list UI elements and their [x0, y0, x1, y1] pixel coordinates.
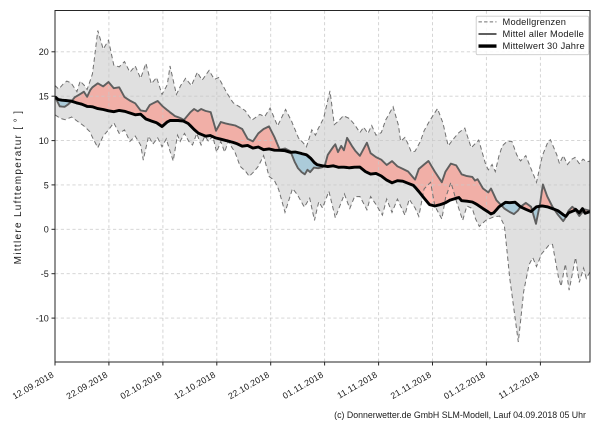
svg-text:Modellgrenzen: Modellgrenzen: [503, 17, 567, 27]
svg-text:10: 10: [39, 136, 49, 146]
svg-text:20: 20: [39, 47, 49, 57]
svg-text:0: 0: [44, 225, 49, 235]
svg-text:5: 5: [44, 180, 49, 190]
svg-text:Mittel aller Modelle: Mittel aller Modelle: [503, 29, 585, 39]
svg-text:-10: -10: [36, 313, 49, 323]
svg-text:Mittelwert 30 Jahre: Mittelwert 30 Jahre: [503, 41, 585, 51]
svg-text:15: 15: [39, 92, 49, 102]
svg-text:(c) Donnerwetter.de GmbH SLM-M: (c) Donnerwetter.de GmbH SLM-Modell, Lau…: [334, 410, 586, 420]
svg-text:-5: -5: [41, 269, 49, 279]
svg-text:Mittlere Lufttemperatur [ ° ]: Mittlere Lufttemperatur [ ° ]: [13, 110, 24, 265]
